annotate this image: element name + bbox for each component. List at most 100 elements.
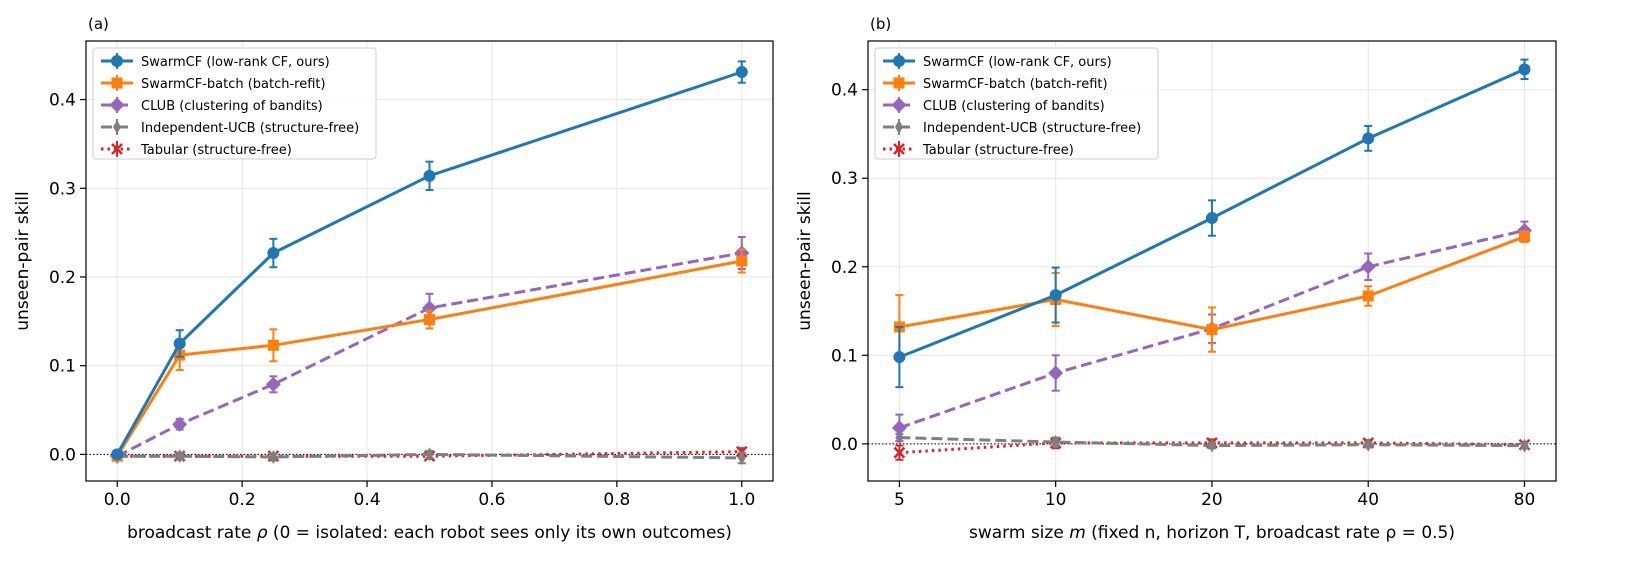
x-tick-label: 0.6 <box>478 490 505 510</box>
series-swarmcf-batch <box>111 248 748 462</box>
legend-entry-label: SwarmCF-batch (batch-refit) <box>141 77 326 92</box>
data-point <box>1364 437 1373 452</box>
legend-swatch-marker <box>111 143 123 155</box>
y-tick-label: 0.0 <box>49 445 76 465</box>
y-tick-label: 0.1 <box>831 346 858 366</box>
data-point <box>1520 438 1529 453</box>
y-tick-label: 0.3 <box>831 169 858 189</box>
x-tick-label: 5 <box>894 490 905 510</box>
data-point <box>891 420 907 436</box>
legend-entry-label: SwarmCF (low-rank CF, ours) <box>923 55 1112 70</box>
x-axis-label-prefix: swarm size <box>969 523 1069 543</box>
data-point <box>175 449 184 464</box>
legend-entry-label: CLUB (clustering of bandits) <box>923 99 1105 114</box>
data-point <box>267 339 279 351</box>
x-axis-label-symbol: ρ <box>257 523 268 543</box>
data-point <box>1207 438 1216 453</box>
data-point <box>1518 63 1531 76</box>
legend-frame <box>874 47 1159 160</box>
data-point <box>173 337 186 350</box>
chart-panel-a: 0.0 0.2 0.4 0.6 0.8 1.0 0.0 0.1 0.2 0.3 0.4 (a) unse… <box>13 15 774 543</box>
data-point <box>1205 212 1218 225</box>
data-point <box>1049 289 1062 302</box>
legend: SwarmCF (low-rank CF, ours) SwarmCF-batch… <box>874 47 1159 160</box>
data-point <box>736 255 748 267</box>
data-point <box>425 447 434 462</box>
panel-label: (a) <box>88 15 109 33</box>
legend-entry-label: SwarmCF-batch (batch-refit) <box>923 77 1108 92</box>
data-point <box>737 450 746 465</box>
legend-swatch-marker <box>111 77 123 89</box>
data-point <box>893 446 906 459</box>
legend-swatch-marker <box>893 143 905 155</box>
series-line <box>116 251 743 458</box>
plot-frame <box>85 40 774 482</box>
x-tick-label: 0.0 <box>104 490 131 510</box>
x-axis-label-suffix: (0 = isolated: each robot sees only its … <box>268 523 732 543</box>
data-point <box>265 376 281 392</box>
x-axis-label: swarm size m (fixed n, horizon T, broadc… <box>969 523 1455 543</box>
data-point <box>1362 290 1374 302</box>
data-point <box>1362 132 1375 145</box>
data-point <box>423 169 436 182</box>
x-axis-label-prefix: broadcast rate <box>127 523 257 543</box>
x-axis-label: broadcast rate ρ (0 = isolated: each rob… <box>127 523 732 543</box>
series-line <box>117 452 742 460</box>
y-tick-label: 0.2 <box>49 268 76 288</box>
legend-frame <box>92 47 377 160</box>
x-axis-label-suffix: (fixed n, horizon T, broadcast rate ρ = … <box>1086 523 1455 543</box>
legend-swatch-marker <box>113 120 121 134</box>
legend-entry-label: CLUB (clustering of bandits) <box>141 99 323 114</box>
data-point <box>422 300 437 316</box>
data-point <box>1048 365 1064 381</box>
x-tick-label: 0.4 <box>354 490 381 510</box>
data-point <box>172 416 188 432</box>
y-axis-label: unseen-pair skill <box>13 191 33 330</box>
data-point <box>424 314 435 326</box>
x-axis-label-symbol: m <box>1069 523 1086 543</box>
data-point <box>269 450 278 465</box>
data-point <box>735 66 748 79</box>
y-tick-label: 0.2 <box>831 258 858 278</box>
legend-entry-label: SwarmCF (low-rank CF, ours) <box>141 55 330 70</box>
legend: SwarmCF (low-rank CF, ours) SwarmCF-batch… <box>92 47 377 160</box>
legend-swatch-marker <box>893 77 905 89</box>
chart-panel-b: 5 10 20 40 80 0.0 0.1 0.2 0.3 0.4 (b) unseen-pair s… <box>795 15 1557 543</box>
x-tick-label: 20 <box>1201 490 1223 510</box>
legend-entry-label: Independent-UCB (structure-free) <box>141 121 359 136</box>
data-point <box>893 351 906 364</box>
x-tick-label: 1.0 <box>728 490 755 510</box>
data-point <box>1051 435 1060 450</box>
data-point <box>111 448 124 461</box>
y-tick-label: 0.4 <box>831 81 858 101</box>
legend-swatch-marker <box>111 55 123 67</box>
legend-swatch-marker <box>895 120 903 134</box>
x-tick-label: 0.2 <box>229 490 256 510</box>
data-point <box>267 247 280 260</box>
y-tick-label: 0.1 <box>49 357 76 377</box>
legend-entry-label: Tabular (structure-free) <box>140 143 292 158</box>
x-tick-label: 40 <box>1357 490 1379 510</box>
data-point <box>1360 259 1376 275</box>
legend-swatch-marker <box>109 97 125 113</box>
legend-entry-label: Independent-UCB (structure-free) <box>923 121 1141 136</box>
data-point <box>1206 324 1218 336</box>
legend-swatch-marker <box>893 55 905 67</box>
y-tick-label: 0.3 <box>49 179 76 199</box>
panel-label: (b) <box>870 15 891 33</box>
series-line <box>115 259 743 457</box>
series-swarmcf <box>893 58 1531 389</box>
series-independent-ucb <box>113 447 746 465</box>
legend-swatch-marker <box>891 97 907 113</box>
y-tick-label: 0.4 <box>49 91 76 111</box>
y-tick-label: 0.0 <box>831 435 858 455</box>
x-tick-label: 0.8 <box>603 490 630 510</box>
series-swarmcf <box>111 60 748 461</box>
legend-entry-label: Tabular (structure-free) <box>922 143 1074 158</box>
x-tick-label: 80 <box>1514 490 1536 510</box>
x-tick-label: 10 <box>1045 490 1067 510</box>
y-axis-label: unseen-pair skill <box>795 191 815 330</box>
data-point <box>1518 231 1530 243</box>
